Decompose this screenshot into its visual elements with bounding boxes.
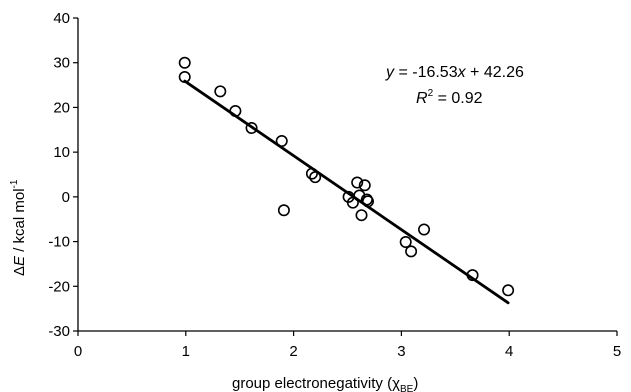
data-point bbox=[305, 167, 318, 180]
axes bbox=[77, 18, 617, 332]
y-tick-label: -20 bbox=[48, 278, 70, 295]
y-tick-label: 0 bbox=[62, 189, 70, 206]
data-point bbox=[277, 204, 290, 217]
equation-label: y = -16.53x + 42.26 bbox=[385, 64, 524, 81]
data-point bbox=[309, 171, 322, 184]
y-tick-label: -30 bbox=[48, 323, 70, 340]
data-points bbox=[178, 56, 515, 297]
y-tick-label: 20 bbox=[53, 99, 70, 116]
data-point bbox=[229, 105, 242, 118]
x-tick-label: 3 bbox=[397, 343, 405, 360]
y-tick-label: -10 bbox=[48, 234, 70, 251]
x-tick-label: 4 bbox=[505, 343, 513, 360]
data-point bbox=[178, 71, 191, 84]
data-point bbox=[351, 176, 364, 189]
x-tick-label: 0 bbox=[74, 343, 82, 360]
data-point bbox=[405, 245, 418, 258]
data-point bbox=[346, 196, 359, 209]
data-point bbox=[399, 236, 412, 249]
x-tick-label: 1 bbox=[182, 343, 190, 360]
data-point bbox=[418, 223, 431, 236]
x-tick-label: 2 bbox=[289, 343, 297, 360]
y-tick-label: 40 bbox=[53, 10, 70, 27]
y-tick-label: 30 bbox=[53, 55, 70, 72]
y-ticks: -30 -20 -10 0 10 20 30 40 bbox=[48, 10, 78, 340]
data-point bbox=[361, 195, 374, 208]
x-tick-label: 5 bbox=[613, 343, 621, 360]
y-axis-label: ΔE / kcal mol-1 bbox=[9, 179, 28, 276]
y-tick-label: 10 bbox=[53, 144, 70, 161]
data-point bbox=[214, 85, 227, 98]
x-ticks: 0 1 2 3 4 5 bbox=[74, 331, 621, 360]
data-point bbox=[178, 56, 191, 69]
data-point bbox=[358, 179, 371, 192]
data-point bbox=[355, 209, 368, 222]
data-point bbox=[245, 121, 258, 134]
data-point bbox=[502, 284, 515, 297]
data-point bbox=[275, 134, 288, 147]
x-axis-label: group electronegativity (χBE) bbox=[232, 375, 418, 392]
data-point bbox=[466, 269, 479, 282]
r-squared-label: R2 = 0.92 bbox=[416, 88, 483, 107]
